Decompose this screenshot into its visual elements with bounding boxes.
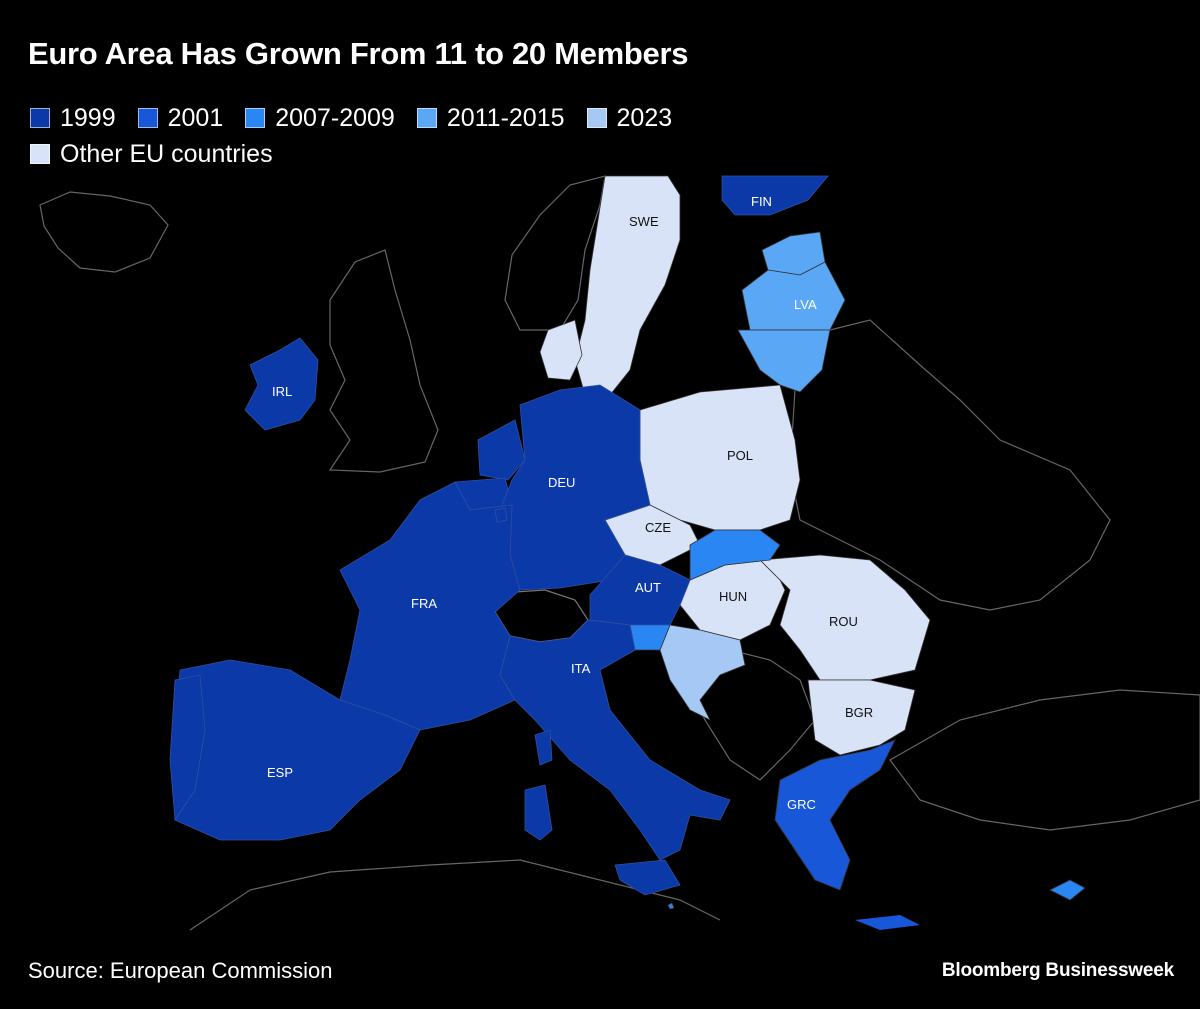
country-svk [689,529,781,581]
crete [855,915,920,930]
label-swe: SWE [629,214,659,229]
legend-swatch-2023 [586,108,607,128]
legend-swatch-2007-2009 [245,108,266,128]
country-den [539,319,583,381]
other-eu-countries [539,175,931,756]
legend-item-other-eu: Other EU countries [30,140,273,169]
label-lva: LVA [794,297,817,312]
country-lux [494,507,508,523]
label-deu: DEU [548,475,575,490]
legend-item-2023: 2023 [586,103,673,133]
eurozone-1999 [169,175,829,896]
country-cyp [1049,879,1086,901]
label-hun: HUN [719,589,747,604]
legend-swatch-2011-2015 [416,108,437,128]
country-ita [499,619,731,861]
label-irl: IRL [272,384,292,399]
sardinia [524,784,553,841]
label-rou: ROU [829,614,858,629]
iceland-outline [39,191,169,273]
legend-item-2001: 2001 [137,103,224,133]
label-fin: FIN [751,194,772,209]
label-grc: GRC [787,797,816,812]
balkans-outline [689,649,816,781]
country-rou [759,554,931,681]
brand-logo: Bloomberg Businessweek [941,960,1174,981]
country-mlt [667,902,675,910]
legend-row-2: Other EU countries [30,136,750,172]
belarus-ukraine-outline [789,319,1111,611]
country-pol [639,384,801,531]
country-fin [721,175,829,216]
legend-label-2023: 2023 [616,103,673,132]
legend-swatch-1999 [30,108,50,128]
turkey-outline [889,689,1200,831]
label-pol: POL [727,448,753,463]
country-prt [169,674,206,822]
country-irl [244,337,319,431]
baltic-countries [737,231,846,393]
europe-map: SWE FIN LVA IRL POL DEU CZE AUT HUN FRA … [39,175,1200,931]
corsica [534,729,553,766]
label-bgr: BGR [845,705,873,720]
country-bgr [807,679,916,756]
chart-title: Euro Area Has Grown From 11 to 20 Member… [28,36,689,71]
legend: 1999 2001 2007-2009 2011-2015 2023 Other… [30,100,750,172]
legend-label-2001: 2001 [167,103,224,132]
legend-item-2011-2015: 2011-2015 [416,103,565,133]
country-ltu [737,329,831,393]
label-aut: AUT [635,580,661,595]
label-cze: CZE [645,520,671,535]
legend-label-2007-2009: 2007-2009 [275,103,395,132]
uk-outline [328,249,439,473]
legend-item-2007-2009: 2007-2009 [245,104,395,133]
country-nld [477,419,526,481]
country-swe [574,175,681,396]
country-grc [774,739,896,891]
legend-row-1: 1999 2001 2007-2009 2011-2015 2023 [30,100,750,136]
north-africa-outline [189,859,721,931]
non-eu-borders [39,175,1200,931]
legend-swatch-2001 [137,108,158,128]
legend-label-2011-2015: 2011-2015 [446,103,565,132]
legend-item-1999: 1999 [30,104,116,133]
label-fra: FRA [411,596,437,611]
country-hrv [659,624,746,721]
legend-label-1999: 1999 [60,103,116,132]
source-note: Source: European Commission [28,958,333,983]
label-ita: ITA [571,661,591,676]
legend-label-other-eu: Other EU countries [60,139,273,168]
label-esp: ESP [267,765,293,780]
sicily [614,859,681,896]
legend-swatch-other-eu [30,144,50,164]
